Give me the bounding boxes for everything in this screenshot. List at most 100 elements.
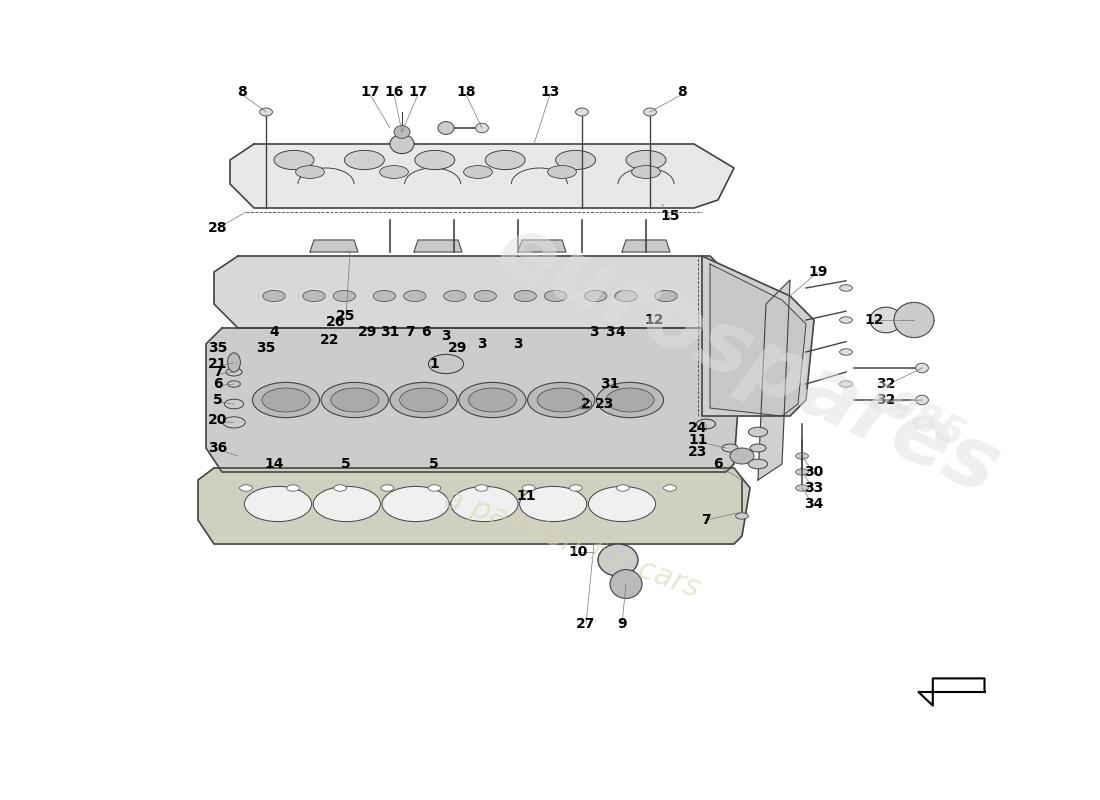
Ellipse shape xyxy=(915,363,928,373)
Ellipse shape xyxy=(736,513,748,519)
Ellipse shape xyxy=(598,544,638,576)
Ellipse shape xyxy=(244,486,311,522)
Ellipse shape xyxy=(331,388,378,412)
Polygon shape xyxy=(198,468,750,544)
Ellipse shape xyxy=(615,290,637,302)
Text: 35: 35 xyxy=(208,341,228,355)
Ellipse shape xyxy=(390,382,458,418)
Text: 7: 7 xyxy=(405,325,415,339)
Ellipse shape xyxy=(260,108,273,116)
Ellipse shape xyxy=(469,388,516,412)
Ellipse shape xyxy=(240,485,252,491)
Ellipse shape xyxy=(839,285,853,291)
Polygon shape xyxy=(758,280,790,480)
Text: 1: 1 xyxy=(429,357,439,371)
Ellipse shape xyxy=(381,485,394,491)
Text: 3: 3 xyxy=(605,325,615,339)
Ellipse shape xyxy=(556,150,595,170)
Ellipse shape xyxy=(528,382,595,418)
Text: 9: 9 xyxy=(617,617,627,631)
Ellipse shape xyxy=(570,485,582,491)
Text: eurospares: eurospares xyxy=(484,207,1012,513)
Ellipse shape xyxy=(870,307,902,333)
Ellipse shape xyxy=(459,382,526,418)
Ellipse shape xyxy=(390,134,414,154)
Text: 5: 5 xyxy=(341,457,351,471)
Ellipse shape xyxy=(519,486,586,522)
Ellipse shape xyxy=(226,368,242,376)
Ellipse shape xyxy=(223,417,245,428)
Polygon shape xyxy=(710,264,806,416)
Text: 5: 5 xyxy=(213,393,223,407)
Ellipse shape xyxy=(537,388,585,412)
Ellipse shape xyxy=(644,108,657,116)
Ellipse shape xyxy=(596,382,663,418)
Text: 3: 3 xyxy=(441,329,451,343)
Ellipse shape xyxy=(262,388,310,412)
Ellipse shape xyxy=(750,444,766,452)
Text: 3: 3 xyxy=(590,325,598,339)
Ellipse shape xyxy=(915,395,928,405)
Ellipse shape xyxy=(610,570,642,598)
Text: 36: 36 xyxy=(208,441,228,455)
Text: 12: 12 xyxy=(645,313,663,327)
Ellipse shape xyxy=(544,290,566,302)
Ellipse shape xyxy=(584,290,607,302)
Text: 32: 32 xyxy=(877,393,895,407)
Ellipse shape xyxy=(654,290,678,302)
Ellipse shape xyxy=(382,486,449,522)
Text: 4: 4 xyxy=(616,325,625,339)
Ellipse shape xyxy=(795,485,808,491)
Text: 10: 10 xyxy=(569,545,587,559)
Ellipse shape xyxy=(296,166,324,178)
Ellipse shape xyxy=(474,290,496,302)
Ellipse shape xyxy=(748,459,768,469)
Text: 23: 23 xyxy=(595,397,614,411)
Text: 28: 28 xyxy=(208,221,228,235)
Text: 18: 18 xyxy=(456,85,475,99)
Text: 17: 17 xyxy=(408,85,428,99)
Polygon shape xyxy=(310,240,358,252)
Text: 11: 11 xyxy=(689,433,707,447)
Ellipse shape xyxy=(451,486,518,522)
Ellipse shape xyxy=(399,388,448,412)
Text: 23: 23 xyxy=(689,445,707,459)
Ellipse shape xyxy=(394,126,410,138)
Ellipse shape xyxy=(428,354,463,374)
Text: 29: 29 xyxy=(358,325,377,339)
Text: 17: 17 xyxy=(361,85,379,99)
Ellipse shape xyxy=(404,290,426,302)
Text: 31: 31 xyxy=(601,377,619,391)
Text: 7: 7 xyxy=(701,513,711,527)
Polygon shape xyxy=(206,328,742,472)
Text: 6: 6 xyxy=(213,377,223,391)
Ellipse shape xyxy=(631,166,660,178)
Text: 20: 20 xyxy=(208,413,228,427)
Ellipse shape xyxy=(475,485,488,491)
Text: 8: 8 xyxy=(238,85,246,99)
Text: 32: 32 xyxy=(877,377,895,391)
Text: 1985: 1985 xyxy=(856,376,970,456)
Text: 30: 30 xyxy=(804,465,824,479)
Text: 15: 15 xyxy=(660,209,680,223)
Text: 13: 13 xyxy=(540,85,560,99)
Text: 29: 29 xyxy=(449,341,468,355)
Ellipse shape xyxy=(795,469,808,475)
Ellipse shape xyxy=(428,485,441,491)
Ellipse shape xyxy=(379,166,408,178)
Ellipse shape xyxy=(344,150,384,170)
Text: 8: 8 xyxy=(678,85,686,99)
Text: 7: 7 xyxy=(213,365,223,379)
Ellipse shape xyxy=(333,290,355,302)
Text: 34: 34 xyxy=(804,497,824,511)
Text: 31: 31 xyxy=(381,325,399,339)
Ellipse shape xyxy=(314,486,381,522)
Text: 2: 2 xyxy=(581,397,591,411)
Text: 21: 21 xyxy=(208,357,228,371)
Ellipse shape xyxy=(514,290,537,302)
Text: 5: 5 xyxy=(429,457,439,471)
Ellipse shape xyxy=(663,485,676,491)
Ellipse shape xyxy=(443,290,466,302)
Ellipse shape xyxy=(588,486,656,522)
Text: 27: 27 xyxy=(576,617,596,631)
